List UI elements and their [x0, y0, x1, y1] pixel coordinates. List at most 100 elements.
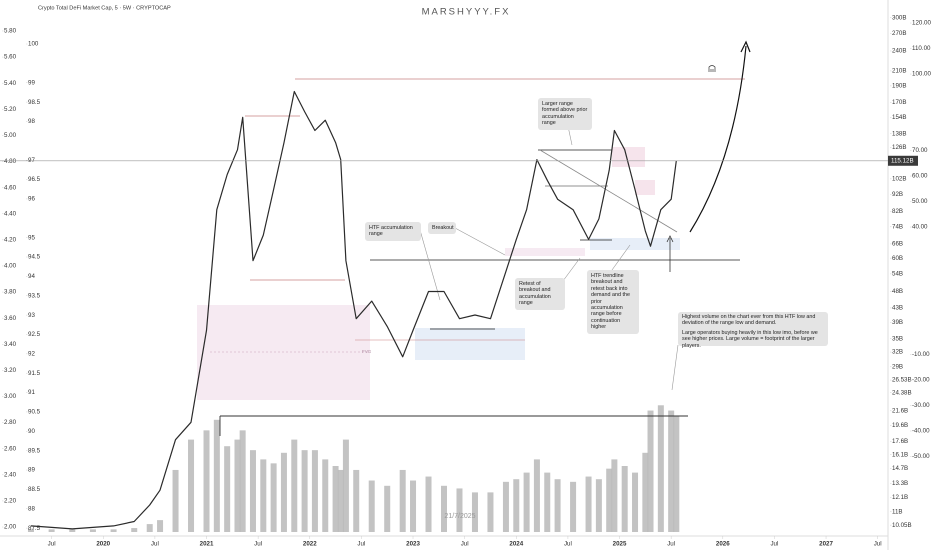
arrow-head	[666, 235, 674, 243]
pointer	[454, 227, 506, 256]
y-tick-label: 98	[28, 118, 35, 125]
y-tick-label: 5.00	[4, 132, 17, 139]
y-tick-label: 93	[28, 312, 35, 319]
symbol-title: Crypto Total DeFi Market Cap, 5 · 5W · C…	[38, 5, 171, 11]
volume-bar	[513, 479, 520, 532]
y-tick-label: 3.00	[4, 393, 17, 400]
y-tick-label: 95	[28, 234, 35, 241]
volume-bar	[533, 459, 540, 532]
volume-bar	[673, 415, 680, 532]
y-tick-label: 99	[28, 79, 35, 86]
volume-bar	[544, 472, 551, 532]
x-tick-label: 2022	[303, 541, 317, 548]
y-tick-label: 98.5	[28, 99, 41, 106]
x-tick-label: Jul	[461, 541, 469, 548]
annotation: Large operators buying heavily in this l…	[682, 329, 818, 349]
y-tick-label: 74B	[892, 223, 903, 230]
y-tick-label: 91.5	[28, 370, 41, 377]
y-tick-label: 60.00	[912, 173, 928, 180]
volume-bar	[399, 469, 406, 532]
y-tick-label: 92.5	[28, 331, 41, 338]
volume-bar	[554, 479, 561, 532]
x-tick-label: Jul	[564, 541, 572, 548]
y-tick-label: 110.00	[912, 45, 931, 52]
y-tick-label: 96.5	[28, 176, 41, 183]
y-tick-label: 24.38B	[892, 389, 912, 396]
volume-bar	[632, 472, 639, 532]
volume-bar	[456, 488, 463, 532]
y-tick-label: 32B	[892, 349, 903, 356]
x-tick-label: 2027	[819, 541, 833, 548]
y-tick-label: 210B	[892, 68, 906, 75]
zone	[590, 238, 680, 250]
y-tick-label: 270B	[892, 30, 906, 37]
volume-bar	[353, 469, 360, 532]
volume-bar	[131, 528, 138, 532]
y-tick-label: 54B	[892, 271, 903, 278]
y-tick-label: 14.7B	[892, 465, 908, 472]
y-tick-label: -40.00	[912, 428, 930, 435]
y-tick-label: 102B	[892, 175, 906, 182]
y-tick-label: 13.3B	[892, 480, 908, 487]
y-tick-label: 5.80	[4, 28, 17, 35]
y-tick-label: 3.60	[4, 315, 17, 322]
volume-bar	[487, 492, 494, 532]
y-tick-label: 2.20	[4, 498, 17, 505]
volume-bar	[595, 479, 602, 532]
x-tick-label: Jul	[874, 541, 882, 548]
volume-bar	[471, 492, 478, 532]
x-tick-label: Jul	[254, 541, 262, 548]
y-tick-label: 5.60	[4, 54, 17, 61]
volume-bar	[410, 480, 417, 532]
annotation: HTF trendline breakout and retest back i…	[587, 270, 639, 334]
x-tick-label: Jul	[48, 541, 56, 548]
annotation: Larger range formed above prior accumula…	[538, 98, 592, 130]
x-tick-label: 2024	[509, 541, 523, 548]
volume-bar	[188, 439, 195, 532]
y-tick-label: 89.5	[28, 447, 41, 454]
annotation: Breakout	[428, 222, 456, 235]
y-tick-label: 87.5	[28, 525, 41, 532]
volume-bar	[332, 466, 339, 532]
volume-bar	[647, 410, 654, 532]
volume-bar	[89, 529, 96, 532]
annotation: Highest volume on the chart ever from th…	[682, 314, 816, 327]
y-tick-label: 100	[28, 41, 39, 48]
y-tick-label: 3.20	[4, 367, 17, 374]
x-tick-label: Jul	[151, 541, 159, 548]
x-tick-label: 2023	[406, 541, 420, 548]
volume-bar	[425, 476, 432, 532]
volume-bar	[280, 452, 287, 532]
y-tick-label: 11B	[892, 508, 903, 515]
y-tick-label: 17.6B	[892, 438, 908, 445]
fvg-label: FVG	[362, 349, 372, 354]
y-tick-label: 4.40	[4, 210, 17, 217]
volume-bar	[502, 481, 509, 532]
y-tick-label: 5.40	[4, 80, 17, 87]
y-tick-label: 190B	[892, 83, 906, 90]
y-tick-label: 90	[28, 428, 35, 435]
x-tick-label: Jul	[770, 541, 778, 548]
y-tick-label: 16.1B	[892, 451, 908, 458]
trendline	[539, 149, 678, 233]
volume-bar	[301, 450, 308, 532]
y-tick-label: -10.00	[912, 351, 930, 358]
y-tick-label: 4.00	[4, 263, 17, 270]
icon	[708, 65, 716, 72]
pointer	[419, 229, 441, 301]
y-tick-label: 48B	[892, 288, 903, 295]
volume-bar	[27, 529, 34, 532]
volume-bar	[249, 450, 256, 532]
y-tick-label: -50.00	[912, 453, 930, 460]
annotation: HTF accumulation range	[365, 222, 421, 241]
y-tick-label: 138B	[892, 130, 906, 137]
date-watermark: 21/7/2025	[444, 513, 475, 520]
watermark: MARSHYYY.FX	[422, 7, 511, 18]
y-tick-label: 154B	[892, 114, 906, 121]
y-tick-label: 89	[28, 467, 35, 474]
y-tick-label: 96	[28, 196, 35, 203]
y-tick-label: 60B	[892, 255, 903, 262]
volume-bar	[203, 430, 210, 532]
y-tick-label: 66B	[892, 241, 903, 248]
volume-bar	[69, 529, 76, 532]
